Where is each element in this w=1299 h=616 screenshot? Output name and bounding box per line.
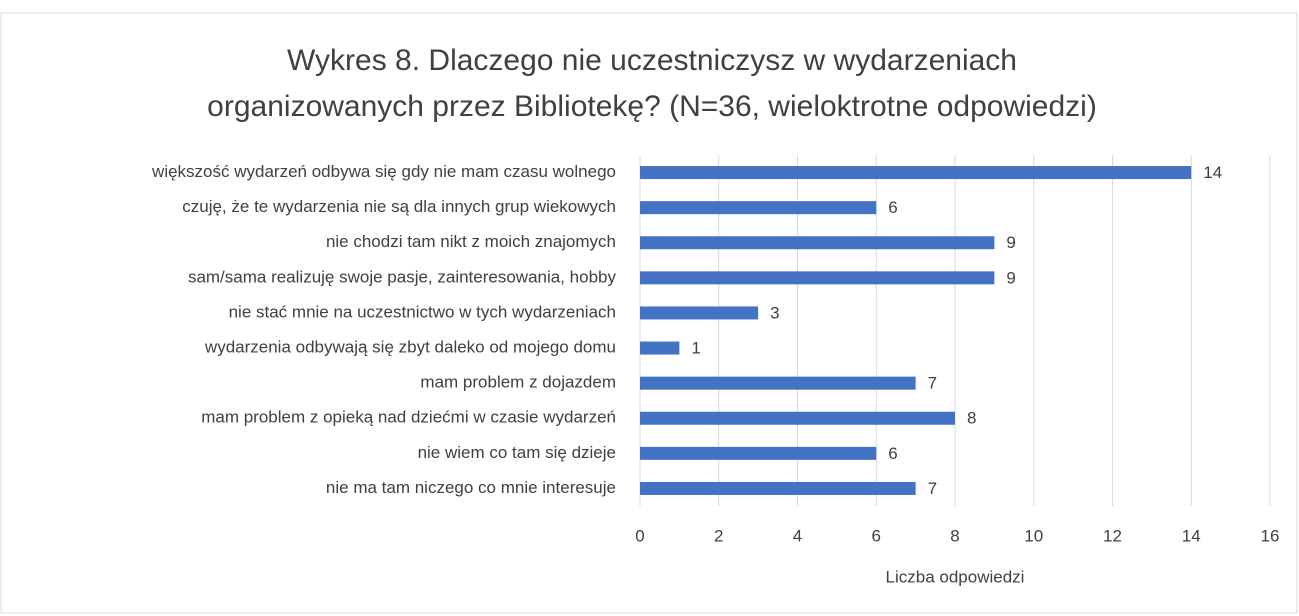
data-label: 7 xyxy=(928,479,937,498)
data-label: 6 xyxy=(888,198,897,217)
x-tick-label: 8 xyxy=(950,526,959,545)
chart-title: organizowanych przez Bibliotekę? (N=36, … xyxy=(207,90,1097,123)
data-label: 9 xyxy=(1006,268,1015,287)
y-tick-label: sam/sama realizuję swoje pasje, zaintere… xyxy=(188,267,617,286)
bar xyxy=(640,411,955,425)
x-tick-label: 14 xyxy=(1182,526,1201,545)
y-tick-label: czuję, że te wydarzenia nie są dla innyc… xyxy=(182,197,616,216)
x-tick-label: 12 xyxy=(1103,526,1122,545)
x-tick-label: 10 xyxy=(1024,526,1043,545)
data-label: 1 xyxy=(691,339,700,358)
x-tick-label: 0 xyxy=(635,526,644,545)
x-axis-label: Liczba odpowiedzi xyxy=(886,567,1025,586)
x-tick-label: 16 xyxy=(1261,526,1280,545)
data-label: 14 xyxy=(1203,163,1222,182)
bar xyxy=(640,306,759,320)
y-tick-label: nie chodzi tam nikt z moich znajomych xyxy=(326,232,616,251)
bar xyxy=(640,236,995,250)
bar xyxy=(640,446,877,460)
bar xyxy=(640,341,680,355)
data-label: 8 xyxy=(967,409,976,428)
data-label: 6 xyxy=(888,444,897,463)
bar xyxy=(640,481,916,495)
chart-title: Wykres 8. Dlaczego nie uczestniczysz w w… xyxy=(287,44,1017,77)
data-label: 3 xyxy=(770,303,779,322)
y-tick-label: nie ma tam niczego co mnie interesuje xyxy=(326,478,616,497)
x-tick-label: 4 xyxy=(793,526,802,545)
data-label: 9 xyxy=(1006,233,1015,252)
y-tick-label: mam problem z opieką nad dziećmi w czasi… xyxy=(201,408,616,427)
bar xyxy=(640,201,877,215)
bar xyxy=(640,271,995,285)
data-label: 7 xyxy=(928,374,937,393)
x-tick-label: 2 xyxy=(714,526,723,545)
x-tick-label: 6 xyxy=(872,526,881,545)
bar xyxy=(640,376,916,390)
y-tick-label: większość wydarzeń odbywa się gdy nie ma… xyxy=(151,162,616,181)
y-tick-label: wydarzenia odbywają się zbyt daleko od m… xyxy=(204,338,616,357)
y-tick-label: mam problem z dojazdem xyxy=(420,373,616,392)
bar xyxy=(640,166,1192,180)
y-tick-label: nie stać mnie na uczestnictwo w tych wyd… xyxy=(229,302,616,321)
y-tick-label: nie wiem co tam się dzieje xyxy=(418,443,616,462)
